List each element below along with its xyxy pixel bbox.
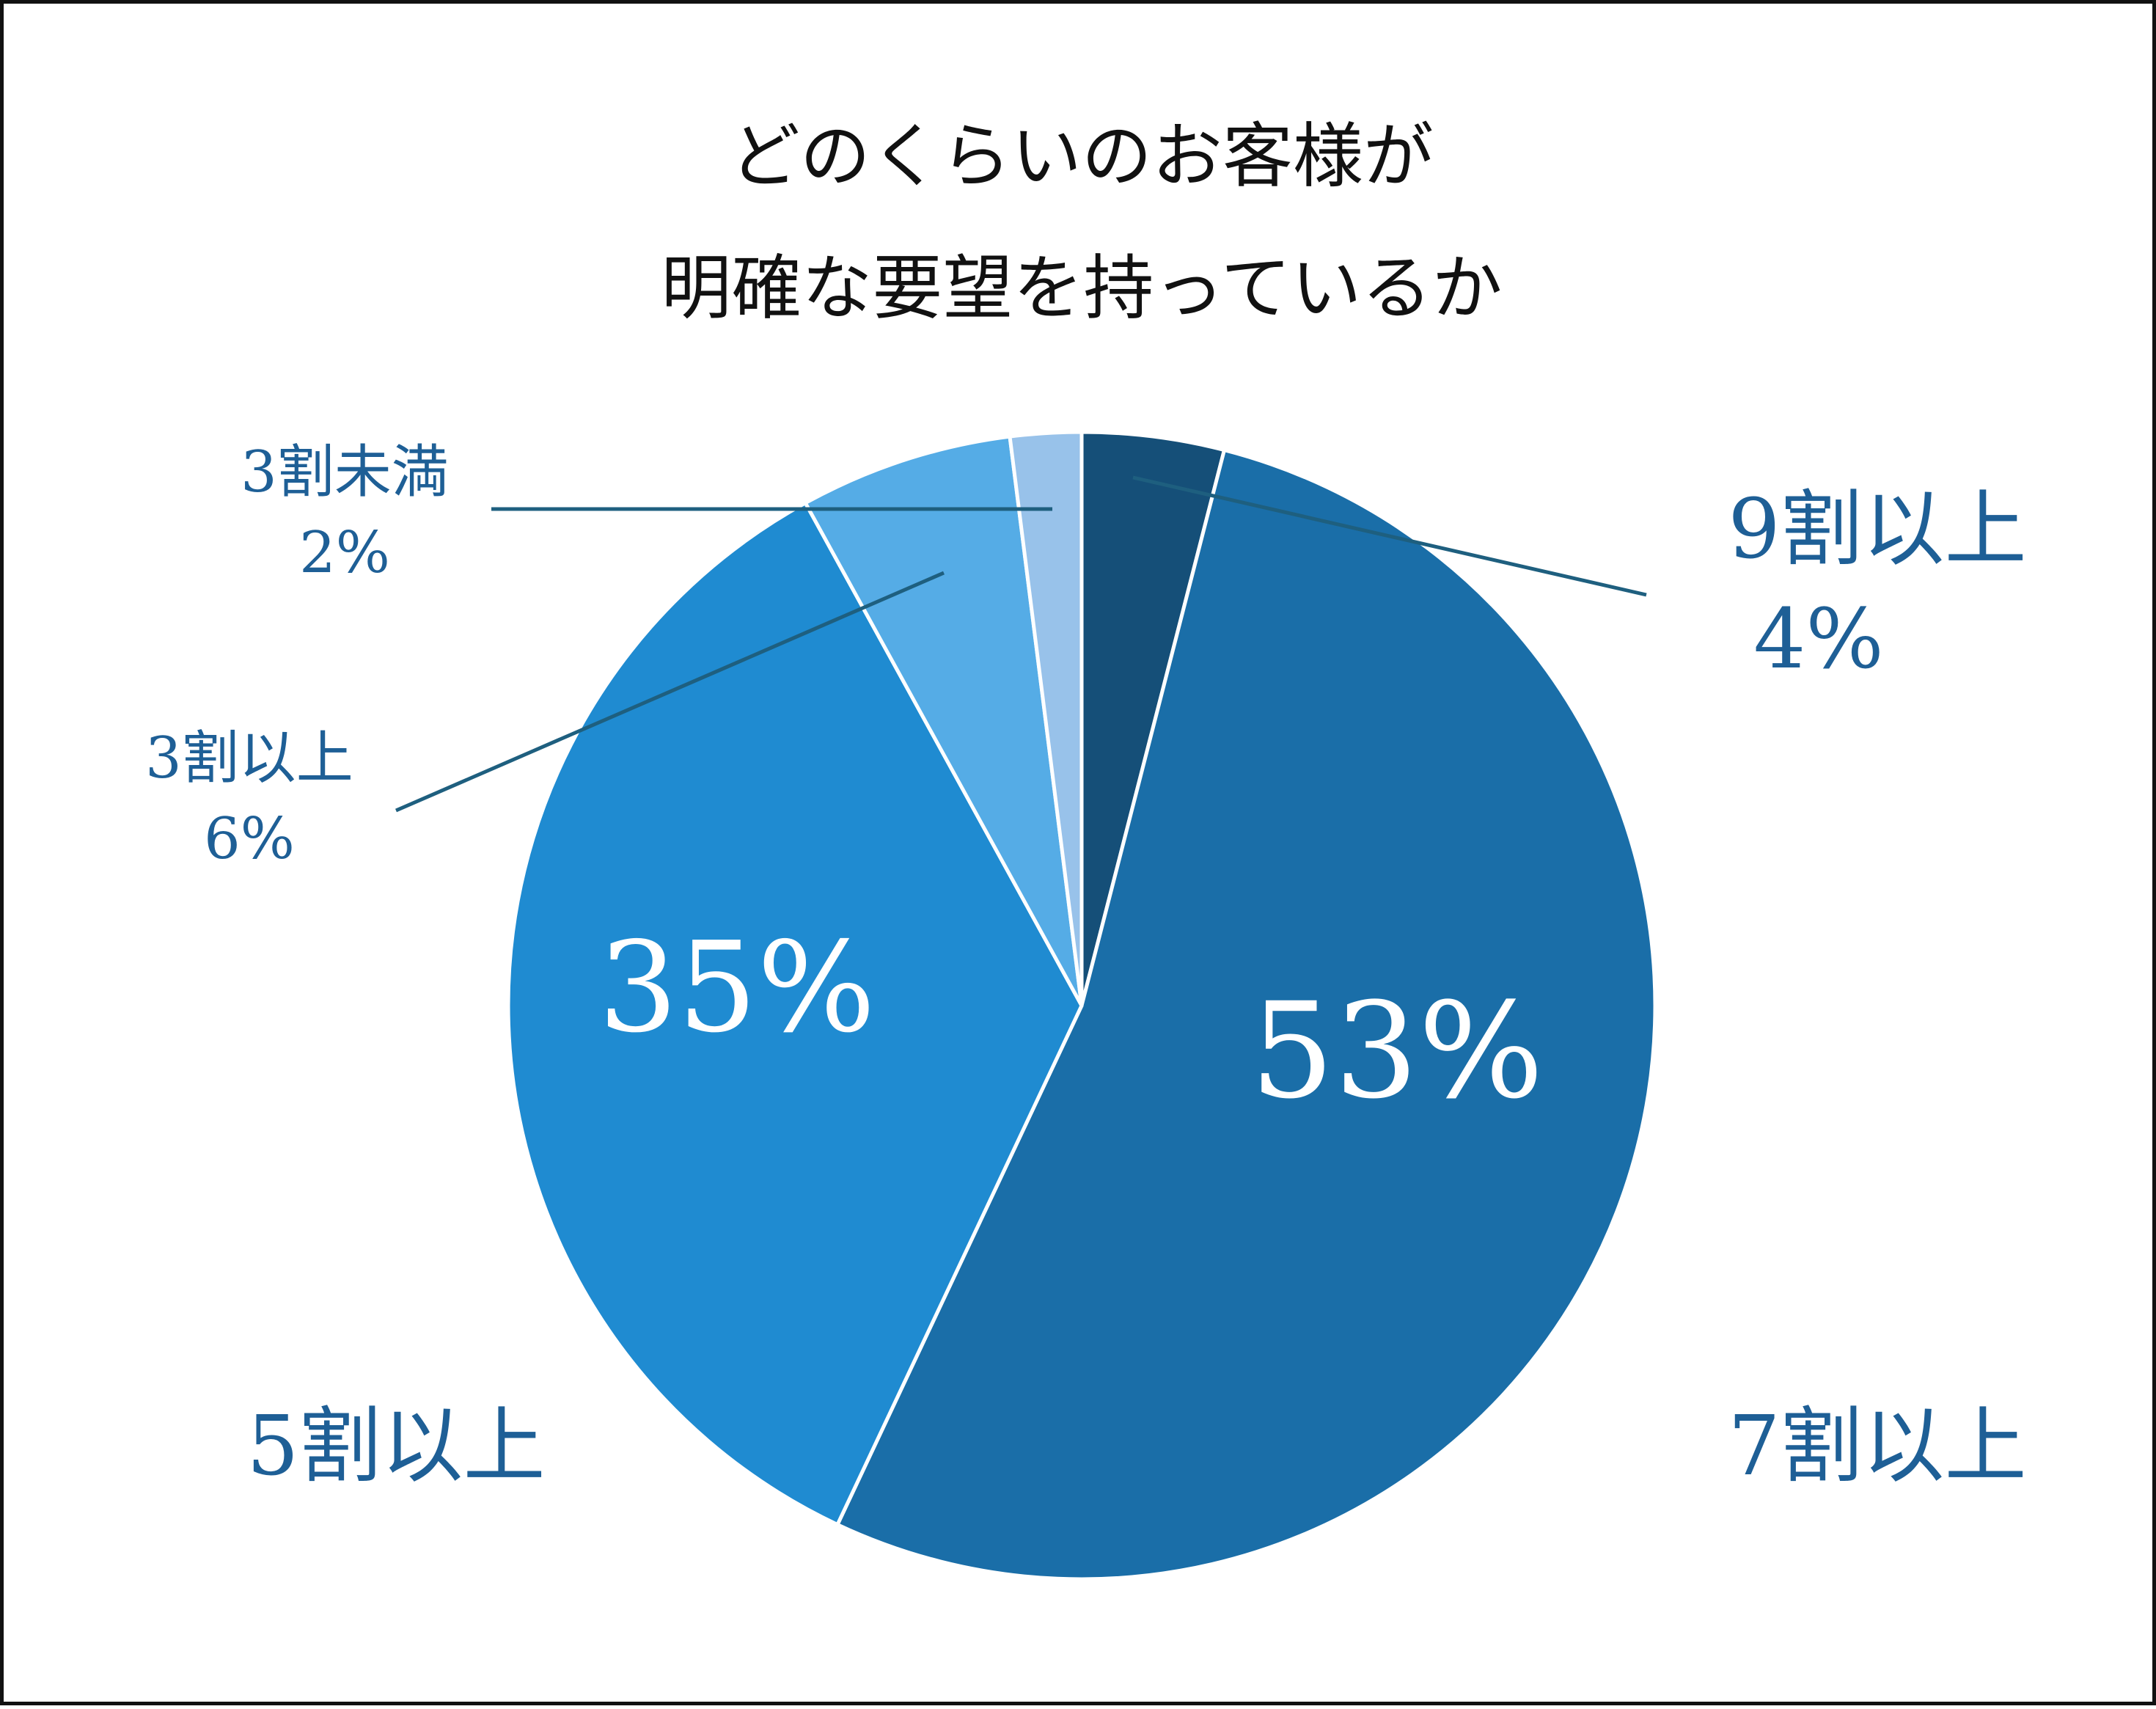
slice-category-label-5: 3割未満	[241, 439, 449, 505]
slice-value-label-4: 6%	[204, 806, 295, 872]
slice-value-label-5: 2%	[299, 520, 390, 586]
slice-category-label-2: 7割以上	[1728, 1399, 2026, 1494]
slice-category-label-3: 5割以上	[246, 1399, 545, 1494]
slice-category-label-4: 3割以上	[145, 725, 353, 791]
leader-line-4	[395, 571, 945, 813]
pie-slice-5	[1008, 430, 1084, 1008]
chart-title-line-1: どのくらいのお客様が	[730, 115, 1434, 197]
pie-slice-2	[835, 448, 1657, 1581]
pie-slice-3	[506, 501, 1084, 1527]
chart-title-line-2: 明確な要望を持っているか	[661, 247, 1503, 329]
slice-value-label-2: 53%	[1250, 975, 1544, 1128]
leader-line-1	[1132, 475, 1647, 597]
pie-slice-4	[803, 434, 1084, 1008]
slice-value-label-3: 35%	[598, 915, 876, 1061]
slice-value-label-1: 4%	[1753, 592, 1884, 687]
slice-category-label-1: 9割以上	[1728, 482, 2026, 577]
pie-chart: 9割以上 4% 53% 7割以上 35% 5割以上 3割以上 6% 3割未満 2%	[145, 430, 2027, 1581]
